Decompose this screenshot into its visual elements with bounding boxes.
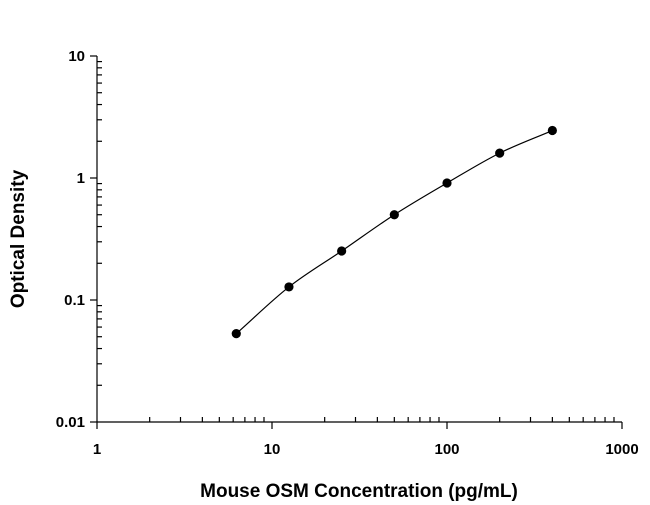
x-axis-title: Mouse OSM Concentration (pg/mL)	[200, 481, 518, 502]
data-points	[231, 125, 557, 339]
x-tick-label: 1	[93, 441, 101, 458]
y-tick-label: 0.01	[56, 414, 85, 431]
ticks-layer	[90, 55, 623, 429]
data-point	[442, 178, 452, 188]
fit-curve	[235, 129, 553, 335]
data-point	[284, 282, 294, 292]
y-tick-label: 10	[68, 48, 85, 65]
data-point	[389, 210, 399, 220]
tick-labels: 1 10 100 1000 10 1 0.1 0.01	[56, 48, 639, 458]
x-tick-label: 100	[434, 441, 459, 458]
data-point	[231, 329, 241, 339]
data-point	[547, 125, 557, 136]
x-tick-label: 10	[264, 441, 281, 458]
data-point	[337, 246, 347, 256]
x-tick-label: 1000	[605, 441, 638, 458]
y-tick-label: 1	[77, 170, 85, 187]
data-point	[495, 148, 505, 158]
y-axis-title: Optical Density	[8, 169, 29, 308]
y-tick-label: 0.1	[64, 292, 85, 309]
